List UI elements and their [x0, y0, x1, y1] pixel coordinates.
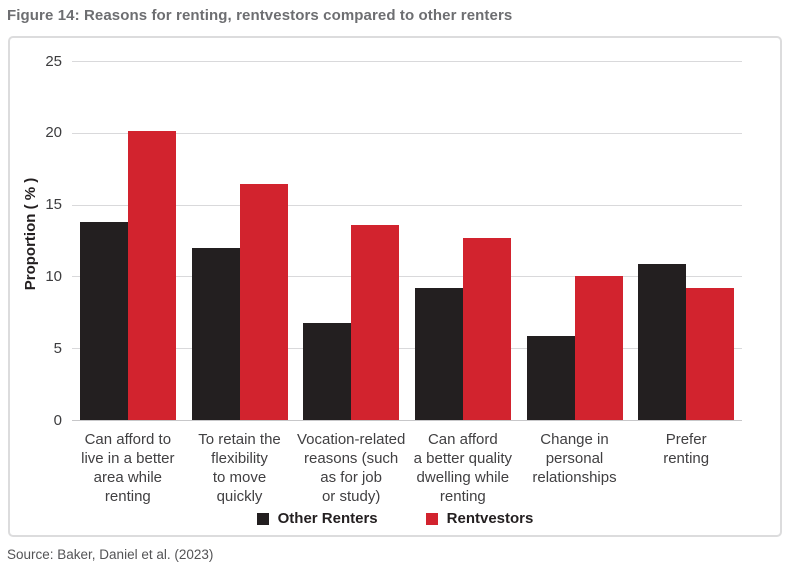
y-tick-0: 0 — [53, 411, 62, 429]
bar-other-renters-2 — [303, 322, 352, 421]
x-category-label-3: Can afford a better quality dwelling whi… — [413, 430, 513, 505]
gridline-10 — [72, 276, 742, 278]
gridline-5 — [72, 348, 742, 350]
bar-other-renters-4 — [526, 335, 575, 421]
other-renters-swatch-icon — [256, 512, 269, 525]
bar-rentvestors-2 — [351, 225, 400, 421]
bar-other-renters-3 — [414, 288, 463, 421]
legend-item-other-renters: Other Renters — [256, 510, 378, 527]
bar-rentvestors-0 — [127, 130, 176, 421]
x-category-label-5: Prefer renting — [663, 430, 710, 467]
y-tick-15: 15 — [45, 196, 62, 214]
source-note: Source: Baker, Daniel et al. (2023) — [7, 547, 214, 562]
x-category-label-2: Vocation-related reasons (such as for jo… — [296, 430, 406, 505]
x-category-label-0: Can afford to live in a better area whil… — [81, 430, 175, 505]
bar-rentvestors-5 — [686, 288, 735, 421]
y-tick-5: 5 — [53, 339, 62, 357]
bar-other-renters-0 — [79, 222, 128, 421]
y-tick-10: 10 — [45, 267, 62, 285]
bar-other-renters-1 — [191, 248, 240, 421]
x-category-label-1: To retain the flexibility to move quickl… — [198, 430, 281, 505]
bar-other-renters-5 — [638, 264, 687, 421]
figure-title: Figure 14: Reasons for renting, rentvest… — [7, 7, 513, 24]
rentvestors-swatch-icon — [425, 512, 438, 525]
chart-panel: Proportion ( % ) Other Renters Rentvesto… — [8, 36, 782, 537]
legend-item-rentvestors: Rentvestors — [425, 510, 534, 527]
gridline-20 — [72, 132, 742, 134]
legend-label-other-renters: Other Renters — [277, 510, 378, 527]
y-axis-label: Proportion ( % ) — [22, 177, 39, 291]
chart-legend: Other Renters Rentvestors — [10, 510, 780, 527]
bar-rentvestors-3 — [462, 238, 511, 421]
y-tick-20: 20 — [45, 124, 62, 142]
bar-rentvestors-4 — [574, 275, 623, 421]
gridline-0 — [72, 420, 742, 421]
bar-rentvestors-1 — [239, 183, 288, 421]
gridline-15 — [72, 204, 742, 206]
legend-label-rentvestors: Rentvestors — [446, 510, 534, 527]
gridline-25 — [72, 61, 742, 63]
y-tick-25: 25 — [45, 52, 62, 70]
x-category-label-4: Change in personal relationships — [532, 430, 617, 486]
